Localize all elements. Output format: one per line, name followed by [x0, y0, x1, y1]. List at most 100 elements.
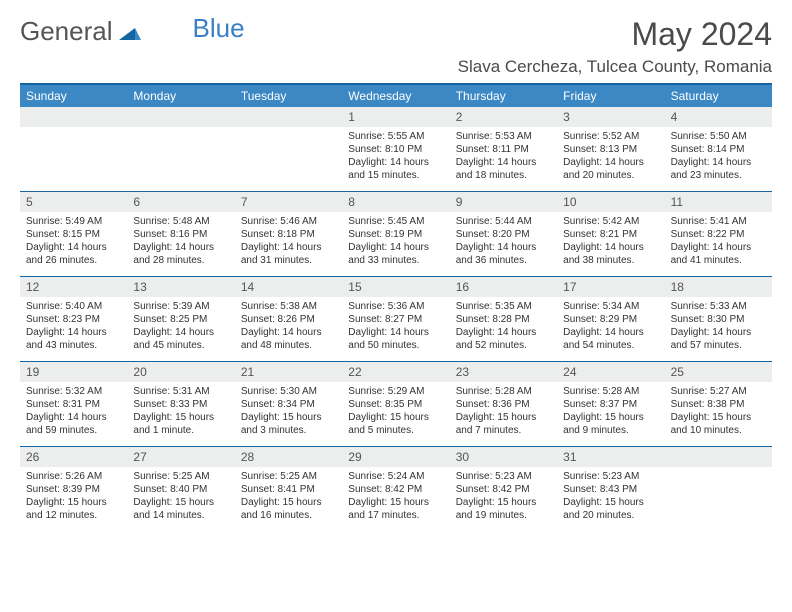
day-number — [665, 447, 772, 467]
day-body: Sunrise: 5:24 AMSunset: 8:42 PMDaylight:… — [342, 467, 449, 528]
sunrise-text: Sunrise: 5:30 AM — [241, 385, 336, 398]
sunrise-text: Sunrise: 5:45 AM — [348, 215, 443, 228]
day-number: 31 — [557, 447, 664, 467]
day-cell: 3Sunrise: 5:52 AMSunset: 8:13 PMDaylight… — [557, 107, 664, 191]
sunset-text: Sunset: 8:33 PM — [133, 398, 228, 411]
day-number: 18 — [665, 277, 772, 297]
sunset-text: Sunset: 8:14 PM — [671, 143, 766, 156]
week-row: 1Sunrise: 5:55 AMSunset: 8:10 PMDaylight… — [20, 107, 772, 191]
day-cell: 18Sunrise: 5:33 AMSunset: 8:30 PMDayligh… — [665, 277, 772, 361]
sunset-text: Sunset: 8:39 PM — [26, 483, 121, 496]
day-number: 5 — [20, 192, 127, 212]
weekday-wed: Wednesday — [342, 85, 449, 107]
daylight-text: Daylight: 14 hours and 36 minutes. — [456, 241, 551, 267]
day-cell: 23Sunrise: 5:28 AMSunset: 8:36 PMDayligh… — [450, 362, 557, 446]
daylight-text: Daylight: 15 hours and 5 minutes. — [348, 411, 443, 437]
sunset-text: Sunset: 8:16 PM — [133, 228, 228, 241]
sunrise-text: Sunrise: 5:55 AM — [348, 130, 443, 143]
day-cell: 16Sunrise: 5:35 AMSunset: 8:28 PMDayligh… — [450, 277, 557, 361]
sunset-text: Sunset: 8:10 PM — [348, 143, 443, 156]
daylight-text: Daylight: 14 hours and 52 minutes. — [456, 326, 551, 352]
logo: General Blue — [20, 16, 245, 47]
daylight-text: Daylight: 15 hours and 7 minutes. — [456, 411, 551, 437]
day-number: 13 — [127, 277, 234, 297]
sunset-text: Sunset: 8:30 PM — [671, 313, 766, 326]
day-number: 17 — [557, 277, 664, 297]
day-body: Sunrise: 5:50 AMSunset: 8:14 PMDaylight:… — [665, 127, 772, 188]
sunrise-text: Sunrise: 5:40 AM — [26, 300, 121, 313]
sunrise-text: Sunrise: 5:35 AM — [456, 300, 551, 313]
daylight-text: Daylight: 14 hours and 45 minutes. — [133, 326, 228, 352]
sunrise-text: Sunrise: 5:39 AM — [133, 300, 228, 313]
day-number: 16 — [450, 277, 557, 297]
day-body: Sunrise: 5:34 AMSunset: 8:29 PMDaylight:… — [557, 297, 664, 358]
day-number: 4 — [665, 107, 772, 127]
day-number: 25 — [665, 362, 772, 382]
week-row: 12Sunrise: 5:40 AMSunset: 8:23 PMDayligh… — [20, 276, 772, 361]
sunset-text: Sunset: 8:23 PM — [26, 313, 121, 326]
sunset-text: Sunset: 8:41 PM — [241, 483, 336, 496]
sunset-text: Sunset: 8:42 PM — [456, 483, 551, 496]
day-number — [235, 107, 342, 127]
day-number: 7 — [235, 192, 342, 212]
day-cell — [665, 447, 772, 531]
daylight-text: Daylight: 15 hours and 14 minutes. — [133, 496, 228, 522]
day-body: Sunrise: 5:48 AMSunset: 8:16 PMDaylight:… — [127, 212, 234, 273]
day-number: 22 — [342, 362, 449, 382]
day-cell: 21Sunrise: 5:30 AMSunset: 8:34 PMDayligh… — [235, 362, 342, 446]
day-body: Sunrise: 5:33 AMSunset: 8:30 PMDaylight:… — [665, 297, 772, 358]
day-body: Sunrise: 5:28 AMSunset: 8:37 PMDaylight:… — [557, 382, 664, 443]
day-body: Sunrise: 5:25 AMSunset: 8:40 PMDaylight:… — [127, 467, 234, 528]
day-cell: 28Sunrise: 5:25 AMSunset: 8:41 PMDayligh… — [235, 447, 342, 531]
sunset-text: Sunset: 8:40 PM — [133, 483, 228, 496]
day-number: 26 — [20, 447, 127, 467]
sunrise-text: Sunrise: 5:24 AM — [348, 470, 443, 483]
daylight-text: Daylight: 14 hours and 15 minutes. — [348, 156, 443, 182]
daylight-text: Daylight: 14 hours and 18 minutes. — [456, 156, 551, 182]
day-body: Sunrise: 5:23 AMSunset: 8:43 PMDaylight:… — [557, 467, 664, 528]
day-number: 24 — [557, 362, 664, 382]
day-body: Sunrise: 5:55 AMSunset: 8:10 PMDaylight:… — [342, 127, 449, 188]
sunset-text: Sunset: 8:34 PM — [241, 398, 336, 411]
day-number: 12 — [20, 277, 127, 297]
day-cell: 11Sunrise: 5:41 AMSunset: 8:22 PMDayligh… — [665, 192, 772, 276]
week-row: 5Sunrise: 5:49 AMSunset: 8:15 PMDaylight… — [20, 191, 772, 276]
day-cell: 27Sunrise: 5:25 AMSunset: 8:40 PMDayligh… — [127, 447, 234, 531]
sunrise-text: Sunrise: 5:31 AM — [133, 385, 228, 398]
day-body: Sunrise: 5:49 AMSunset: 8:15 PMDaylight:… — [20, 212, 127, 273]
day-cell: 31Sunrise: 5:23 AMSunset: 8:43 PMDayligh… — [557, 447, 664, 531]
day-number: 30 — [450, 447, 557, 467]
sunrise-text: Sunrise: 5:34 AM — [563, 300, 658, 313]
sunset-text: Sunset: 8:43 PM — [563, 483, 658, 496]
day-number: 23 — [450, 362, 557, 382]
sunrise-text: Sunrise: 5:53 AM — [456, 130, 551, 143]
day-body: Sunrise: 5:32 AMSunset: 8:31 PMDaylight:… — [20, 382, 127, 443]
day-body: Sunrise: 5:40 AMSunset: 8:23 PMDaylight:… — [20, 297, 127, 358]
daylight-text: Daylight: 15 hours and 9 minutes. — [563, 411, 658, 437]
sunrise-text: Sunrise: 5:42 AM — [563, 215, 658, 228]
sunrise-text: Sunrise: 5:26 AM — [26, 470, 121, 483]
daylight-text: Daylight: 14 hours and 28 minutes. — [133, 241, 228, 267]
weekday-row: Sunday Monday Tuesday Wednesday Thursday… — [20, 85, 772, 107]
sunrise-text: Sunrise: 5:25 AM — [133, 470, 228, 483]
weekday-tue: Tuesday — [235, 85, 342, 107]
day-cell: 2 Sunrise: 5:53 AMSunset: 8:11 PMDaylight… — [450, 107, 557, 191]
day-cell: 19Sunrise: 5:32 AMSunset: 8:31 PMDayligh… — [20, 362, 127, 446]
day-cell: 17Sunrise: 5:34 AMSunset: 8:29 PMDayligh… — [557, 277, 664, 361]
sunset-text: Sunset: 8:15 PM — [26, 228, 121, 241]
sunset-text: Sunset: 8:21 PM — [563, 228, 658, 241]
title-block: May 2024 Slava Cercheza, Tulcea County, … — [458, 16, 772, 77]
day-cell: 14Sunrise: 5:38 AMSunset: 8:26 PMDayligh… — [235, 277, 342, 361]
sunset-text: Sunset: 8:11 PM — [456, 143, 551, 156]
sunrise-text: Sunrise: 5:46 AM — [241, 215, 336, 228]
day-cell: 7Sunrise: 5:46 AMSunset: 8:18 PMDaylight… — [235, 192, 342, 276]
day-body: Sunrise: 5:39 AMSunset: 8:25 PMDaylight:… — [127, 297, 234, 358]
day-cell: 25Sunrise: 5:27 AMSunset: 8:38 PMDayligh… — [665, 362, 772, 446]
day-body: Sunrise: 5:42 AMSunset: 8:21 PMDaylight:… — [557, 212, 664, 273]
daylight-text: Daylight: 15 hours and 19 minutes. — [456, 496, 551, 522]
daylight-text: Daylight: 14 hours and 54 minutes. — [563, 326, 658, 352]
daylight-text: Daylight: 14 hours and 48 minutes. — [241, 326, 336, 352]
day-body: Sunrise: 5:45 AMSunset: 8:19 PMDaylight:… — [342, 212, 449, 273]
daylight-text: Daylight: 14 hours and 26 minutes. — [26, 241, 121, 267]
day-number: 2 — [450, 107, 557, 127]
